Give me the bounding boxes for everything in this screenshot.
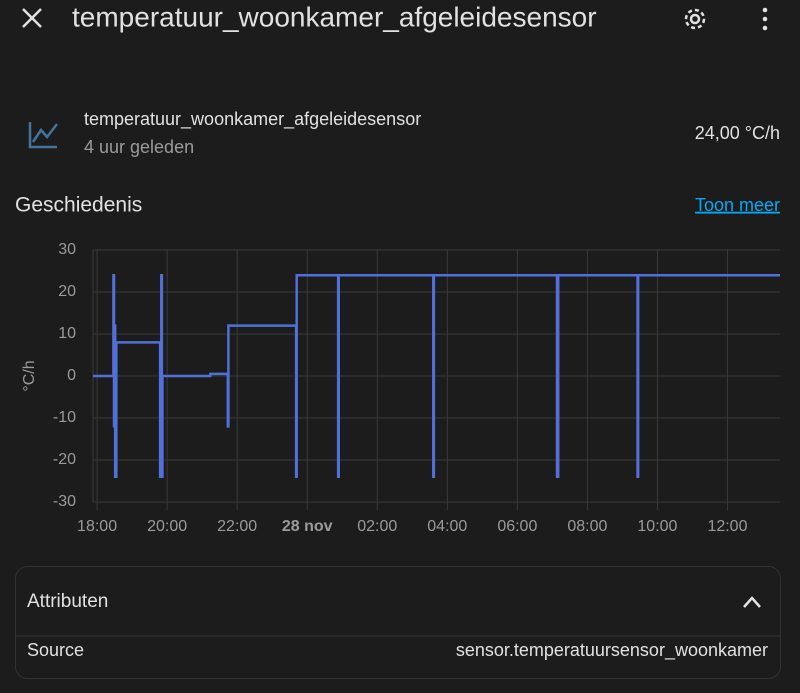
dialog-title: temperatuur_woonkamer_afgeleidesensor	[72, 1, 597, 32]
y-tick-label: 30	[58, 241, 76, 258]
more-link[interactable]: Toon meer	[695, 195, 780, 215]
section-title: Geschiedenis	[15, 194, 142, 217]
entity-icon	[28, 122, 57, 149]
x-tick-label: 20:00	[147, 518, 187, 535]
y-tick-label: -10	[53, 409, 76, 426]
x-tick-label: 12:00	[707, 518, 747, 535]
y-tick-label: 0	[67, 367, 76, 384]
history-chart: -30 -20 -10 0 10 20 30 18:00 20:00 22:00 28 nov 02:…	[21, 241, 780, 535]
x-tick-label: 04:00	[427, 518, 467, 535]
data-line	[93, 273, 780, 479]
close-button[interactable]	[22, 8, 42, 28]
y-tick-label: 20	[58, 283, 76, 300]
x-tick-label: 22:00	[217, 518, 257, 535]
y-tick-label: -20	[53, 451, 76, 468]
x-tick-label: 10:00	[637, 518, 677, 535]
entity-state: 24,00 °C/h	[695, 123, 780, 143]
x-tick-label: 18:00	[77, 518, 117, 535]
x-tick-label: 06:00	[497, 518, 537, 535]
attributes-card	[15, 566, 781, 679]
x-tick-label: 28 nov	[282, 518, 333, 535]
entity-last-changed: 4 uur geleden	[84, 137, 194, 157]
x-tick-label: 08:00	[567, 518, 607, 535]
attributes-title[interactable]: Attributen	[27, 591, 108, 612]
entity-icon-line	[31, 123, 58, 143]
attribute-key: Source	[27, 640, 84, 660]
attribute-value: sensor.temperatuursensor_woonkamer	[456, 640, 768, 661]
settings-button[interactable]	[684, 8, 706, 30]
entity-name: temperatuur_woonkamer_afgeleidesensor	[84, 109, 421, 130]
x-tick-label: 02:00	[357, 518, 397, 535]
collapse-chevron[interactable]	[743, 596, 761, 608]
y-tick-label: -30	[53, 493, 76, 510]
menu-button[interactable]	[762, 7, 768, 31]
y-tick-label: 10	[58, 325, 76, 342]
y-axis-label: °C/h	[21, 360, 38, 391]
